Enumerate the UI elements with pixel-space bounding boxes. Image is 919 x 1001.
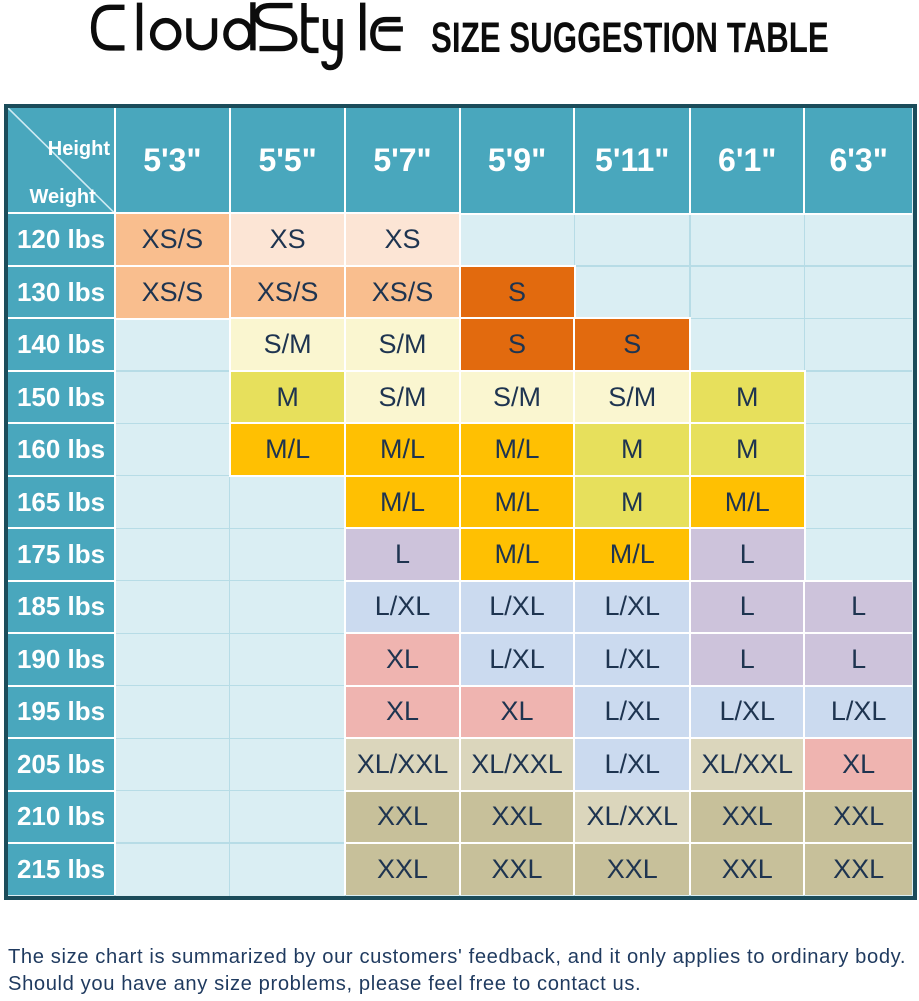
svg-text:Weight: Weight xyxy=(30,186,97,208)
svg-text:Height: Height xyxy=(48,138,111,160)
